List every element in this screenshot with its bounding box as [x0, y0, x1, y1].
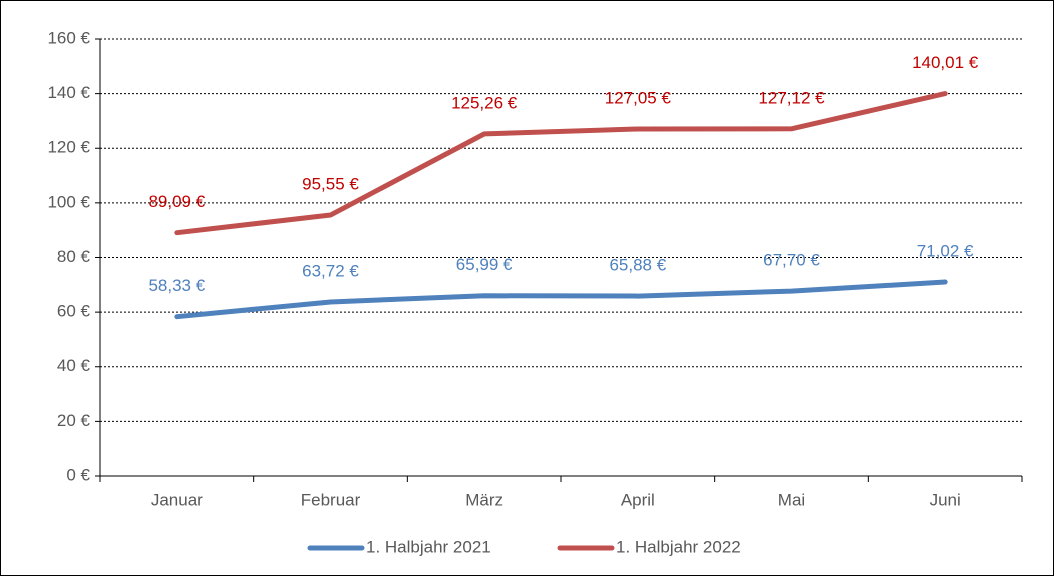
data-label: 127,12 € [758, 88, 825, 107]
x-tick-label: März [465, 490, 503, 509]
data-label: 127,05 € [605, 88, 672, 107]
y-tick-label: 160 € [47, 28, 90, 47]
y-tick-label: 60 € [57, 302, 91, 321]
data-label: 140,01 € [912, 53, 979, 72]
data-label: 58,33 € [148, 276, 205, 295]
series-line [174, 91, 948, 236]
x-tick-label: Mai [778, 490, 805, 509]
data-label: 63,72 € [302, 261, 359, 280]
y-tick-label: 140 € [47, 83, 90, 102]
data-label: 89,09 € [148, 192, 205, 211]
data-label: 65,88 € [609, 256, 666, 275]
x-tick-label: April [621, 490, 655, 509]
legend-label: 1. Halbjahr 2021 [366, 537, 491, 556]
data-label: 65,99 € [456, 255, 513, 274]
x-tick-label: Januar [151, 490, 203, 509]
data-label: 125,26 € [451, 93, 518, 112]
x-tick-label: Februar [301, 490, 361, 509]
data-label: 71,02 € [917, 242, 974, 261]
data-label: 67,70 € [763, 251, 820, 270]
legend-label: 1. Halbjahr 2022 [616, 537, 741, 556]
y-tick-label: 0 € [66, 465, 90, 484]
y-tick-label: 20 € [57, 411, 91, 430]
x-tick-label: Juni [930, 490, 961, 509]
series-line [174, 279, 948, 320]
data-label: 95,55 € [302, 175, 359, 194]
y-tick-label: 120 € [47, 138, 90, 157]
y-tick-label: 100 € [47, 192, 90, 211]
y-tick-label: 40 € [57, 356, 91, 375]
y-tick-label: 80 € [57, 247, 91, 266]
